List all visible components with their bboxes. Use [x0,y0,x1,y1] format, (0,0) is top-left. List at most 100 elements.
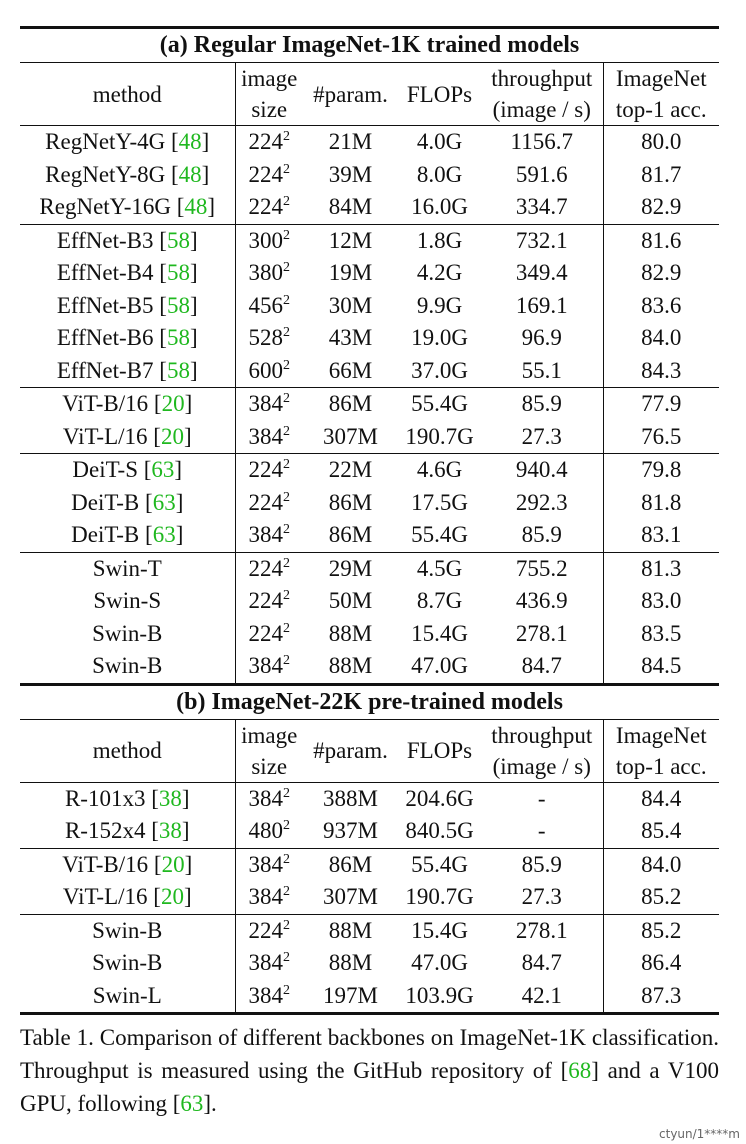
citation-link[interactable]: 48 [184,194,208,219]
accuracy-cell: 77.9 [602,387,720,421]
citation-link[interactable]: 63 [152,489,176,515]
table-row: Swin-T 2242 29M 4.5G 755.2 81.3 [20,551,720,585]
image-size-value: 528 [248,325,284,350]
method-cell: Swin-B [20,913,235,947]
image-size-value: 384 [248,950,284,975]
flops-cell: 190.7G [405,423,474,449]
accuracy-cell: 85.2 [602,913,720,947]
method-cell: DeiT-B [63] [71,522,184,547]
params-cell: 88M [328,620,373,646]
citation-link[interactable]: 20 [161,391,185,416]
throughput-cell: - [537,818,546,843]
caption-citation-1[interactable]: 68 [568,1058,592,1083]
citation-link[interactable]: 48 [178,161,202,187]
image-size-cell: 3002 [234,223,303,257]
method-cell: RegNetY-16G [48] [39,194,216,219]
image-size-exponent: 2 [283,227,290,243]
header-flops: FLOPs [398,62,481,126]
image-size-exponent: 2 [283,785,290,801]
comparison-table-figure: (a) Regular ImageNet-1K trained models me… [20,26,720,1120]
method-cell: Swin-B [20,947,235,980]
citation-link[interactable]: 38 [158,785,182,811]
citation-link[interactable]: 58 [166,292,190,318]
accuracy-cell: 87.3 [602,979,720,1015]
citation-link[interactable]: 20 [161,851,185,877]
citation-link[interactable]: 58 [166,325,190,350]
params-cell: 50M [328,588,373,613]
accuracy-cell: 81.6 [602,223,720,257]
flops-cell: 37.0G [411,357,468,383]
throughput-cell: 42.1 [481,979,603,1015]
accuracy-cell: 83.1 [602,519,720,552]
citation-link[interactable]: 20 [160,423,184,449]
image-size-exponent: 2 [283,884,290,899]
citation-link[interactable]: 63 [152,522,176,547]
header-image-size: image size [234,62,303,126]
backbone-comparison-table: (a) Regular ImageNet-1K trained models me… [20,26,720,1015]
params-cell: 307M [323,423,378,449]
image-size-cell: 2242 [234,158,303,191]
method-cell: R-152x4 [38] [64,818,190,843]
method-name: DeiT-B [71,522,140,547]
image-size-exponent: 2 [283,950,290,965]
flops-cell: 55.4G [398,847,481,881]
params-cell: 21M [303,125,398,159]
accuracy-cell: 86.4 [602,947,720,980]
method-cell: EffNet-B7 [58] [56,357,198,383]
method-name: EffNet-B3 [56,227,154,253]
accuracy-cell: 82.9 [602,257,720,290]
image-size-cell: 5282 [234,322,303,355]
table-row: RegNetY-4G [48] 2242 21M 4.0G 1156.7 80.0 [20,125,720,159]
flops-cell: 47.0G [411,950,468,975]
params-cell: 12M [303,223,398,257]
citation-link[interactable]: 58 [166,357,190,383]
flops-cell: 4.6G [398,453,481,487]
caption-text-post: ]. [203,1091,217,1116]
accuracy-cell: 83.5 [602,617,720,650]
method-cell: ViT-B/16 [20] [20,847,235,881]
accuracy-cell: 82.9 [602,191,720,224]
header-throughput-line1: throughput [491,722,593,748]
citation-link[interactable]: 63 [151,457,175,482]
header-image-size-line1: image [241,722,298,748]
citation-link[interactable]: 48 [178,129,202,154]
accuracy-cell: 76.5 [602,420,720,454]
header-throughput-line2: (image / s) [492,753,591,779]
params-cell: 86M [303,387,398,421]
flops-cell: 204.6G [398,781,481,815]
params-cell: 66M [328,357,373,383]
citation-link[interactable]: 58 [166,227,190,253]
image-size-exponent: 2 [283,391,290,406]
throughput-cell: 169.1 [515,292,568,318]
flops-cell: 8.0G [416,161,463,187]
accuracy-cell: 81.3 [602,551,720,585]
citation-link[interactable]: 20 [160,884,184,909]
accuracy-cell: 84.3 [602,354,720,388]
citation-link[interactable]: 38 [158,818,182,843]
method-cell: Swin-B [20,618,235,651]
flops-cell: 16.0G [411,194,468,219]
citation-link[interactable]: 58 [166,260,190,285]
flops-cell: 103.9G [398,979,481,1015]
accuracy-cell: 83.6 [602,289,720,322]
params-cell: 29M [303,551,398,585]
flops-cell: 4.2G [416,260,463,285]
caption-citation-2[interactable]: 63 [180,1091,204,1116]
flops-cell: 9.9G [416,292,463,318]
table-row: DeiT-S [63] 2242 22M 4.6G 940.4 79.8 [20,453,720,487]
table-body: (a) Regular ImageNet-1K trained models me… [20,26,720,1015]
image-size-exponent: 2 [283,588,290,603]
method-cell: EffNet-B6 [58] [56,325,198,350]
header-imagenet-line1: ImageNet [615,722,707,748]
image-size-value: 224 [248,489,284,515]
method-name: R-101x3 [64,785,146,811]
table-row: ViT-L/16 [20] 3842 307M 190.7G 27.3 76.5 [20,420,720,454]
header-method: method [20,718,235,782]
image-size-cell: 4562 [234,289,303,322]
method-name: ViT-B/16 [62,391,149,416]
method-name: Swin-B [92,620,163,646]
method-name: EffNet-B6 [56,325,154,350]
method-name: Swin-B [92,950,163,975]
throughput-cell: 1156.7 [481,125,603,159]
method-name: ViT-L/16 [62,884,148,909]
